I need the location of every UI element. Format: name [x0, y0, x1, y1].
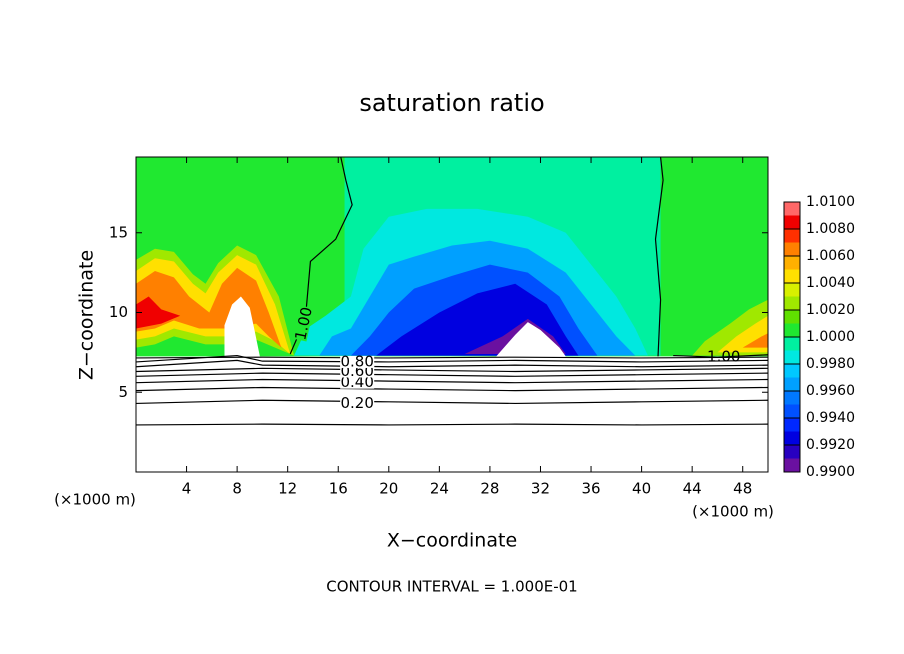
x-unit: (×1000 m): [692, 503, 774, 521]
contour-label: 1.00: [707, 348, 740, 366]
x-axis-label: X−coordinate: [387, 530, 517, 552]
y-tick-label: 10: [109, 303, 128, 321]
colorbar-tick-label: 1.0040: [806, 275, 855, 291]
colorbar-swatch: [784, 404, 800, 418]
contour-label: 0.80: [340, 352, 373, 370]
colorbar-tick-label: 0.9900: [806, 464, 855, 480]
x-tick-label: 8: [232, 480, 242, 498]
contour-label-group: 0.80: [340, 352, 375, 370]
x-tick-label: 48: [733, 480, 752, 498]
colorbar-swatch: [784, 229, 800, 243]
filled-region: [136, 267, 282, 348]
contour-line: [136, 372, 768, 377]
colorbar-swatch: [784, 256, 800, 270]
colorbar-tick-label: 1.0100: [806, 194, 855, 210]
contour-label-group: 0.40: [340, 373, 375, 391]
x-tick-label: 16: [329, 480, 348, 498]
colorbar-swatch: [784, 431, 800, 445]
contour-label-group: 1.00: [707, 348, 740, 366]
contour-line: [136, 386, 768, 392]
colorbar-swatch: [784, 458, 800, 472]
contour-line: [136, 399, 768, 405]
y-unit: (×1000 m): [54, 491, 136, 509]
contour-line: [136, 354, 768, 363]
contour-label: 0.20: [340, 394, 373, 412]
contour-label-bg: [340, 376, 375, 389]
contour-line: [654, 157, 664, 357]
colorbar-swatch: [784, 269, 800, 283]
colorbar-tick-label: 0.9980: [806, 356, 855, 372]
colorbar-swatch: [784, 215, 800, 229]
blank-area: [136, 296, 768, 472]
filled-region: [136, 296, 181, 329]
x-tick-label: 36: [581, 480, 600, 498]
colorbar-tick-label: 1.0060: [806, 248, 855, 264]
colorbar-tick-label: 1.0080: [806, 221, 855, 237]
x-tick-label: 12: [278, 480, 297, 498]
x-tick-label: 44: [683, 480, 702, 498]
colorbar-swatch: [784, 445, 800, 459]
contour-line: [136, 367, 768, 373]
colorbar-tick-label: 0.9920: [806, 437, 855, 453]
plot-area: [136, 157, 768, 472]
filled-region: [742, 333, 768, 348]
colorbar-swatch: [784, 296, 800, 310]
colorbar-swatch: [784, 310, 800, 324]
colorbar-tick-label: 1.0020: [806, 302, 855, 318]
colorbar-tick-label: 0.9960: [806, 383, 855, 399]
x-tick-label: 28: [480, 480, 499, 498]
contour-line: [136, 378, 768, 384]
contour-line: [136, 359, 768, 368]
x-tick-label: 32: [531, 480, 550, 498]
contour-label: 0.40: [340, 373, 373, 391]
contour-line: [136, 423, 768, 426]
colorbar-swatch: [784, 418, 800, 432]
colorbar-swatch: [784, 364, 800, 378]
y-tick-label: 15: [109, 223, 128, 241]
contour-label-bg: [294, 305, 314, 342]
x-tick-label: 40: [632, 480, 651, 498]
colorbar-swatch: [784, 350, 800, 364]
colorbar-swatch: [784, 242, 800, 256]
contour-label-group: 0.20: [340, 394, 375, 412]
footnote: CONTOUR INTERVAL = 1.000E-01: [326, 578, 577, 596]
x-tick-label: 24: [430, 480, 449, 498]
contour-label-bg: [340, 397, 375, 410]
x-tick-label: 20: [379, 480, 398, 498]
colorbar-tick-label: 1.0000: [806, 329, 855, 345]
colorbar-swatch: [784, 202, 800, 216]
colorbar-swatch: [784, 391, 800, 405]
y-tick-label: 5: [118, 383, 128, 401]
chart-title: saturation ratio: [359, 89, 544, 117]
y-axis-label: Z−coordinate: [76, 250, 98, 380]
contour-line: [136, 356, 768, 359]
contour-label-bg: [340, 355, 375, 368]
x-tick-label: 4: [182, 480, 192, 498]
colorbar-swatch: [784, 377, 800, 391]
colorbar-swatch: [784, 337, 800, 351]
colorbar-tick-label: 0.9940: [806, 410, 855, 426]
colorbar-swatch: [784, 323, 800, 337]
contour-label-bg: [340, 365, 375, 378]
plot-frame: [135, 156, 769, 473]
contour-line: [673, 354, 768, 358]
colorbar-swatch: [784, 283, 800, 297]
